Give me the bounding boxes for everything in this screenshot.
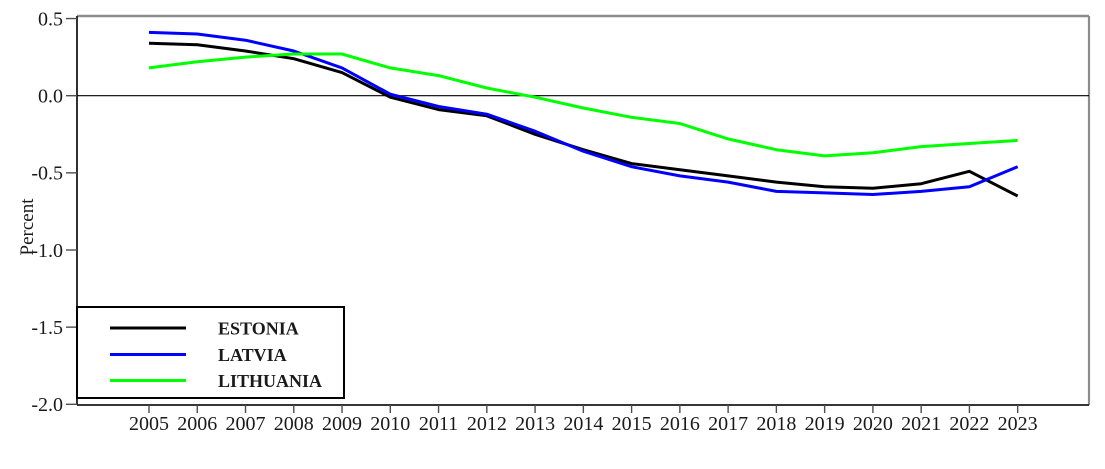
y-axis-tick-label: -1.5 — [31, 317, 63, 339]
x-axis-tick-label: 2016 — [660, 413, 700, 435]
x-axis-tick-label: 2022 — [949, 413, 989, 435]
y-axis-tick-label: -2.0 — [31, 394, 63, 416]
y-axis-tick-label: 0.0 — [38, 86, 63, 108]
x-axis-tick-label: 2020 — [853, 413, 893, 435]
x-axis-tick-label: 2023 — [998, 413, 1038, 435]
x-axis-tick-label: 2015 — [612, 413, 652, 435]
y-axis-tick-label: 0.5 — [38, 8, 63, 30]
x-axis-tick-label: 2011 — [419, 413, 458, 435]
x-axis-tick-label: 2021 — [901, 413, 941, 435]
legend-label-latvia: LATVIA — [218, 345, 287, 365]
y-axis-title: Percent — [17, 198, 38, 256]
series-line-lithuania — [148, 52, 1018, 158]
x-axis-tick-label: 2012 — [467, 413, 507, 435]
x-axis-tick-label: 2006 — [177, 413, 217, 435]
x-axis-tick-label: 2019 — [805, 413, 845, 435]
legend-label-estonia: ESTONIA — [218, 318, 299, 338]
series-line-latvia — [148, 30, 1019, 196]
x-axis-tick-label: 2017 — [708, 413, 748, 435]
x-axis-tick-label: 2013 — [515, 413, 555, 435]
x-axis-tick-label: 2005 — [129, 413, 169, 435]
y-axis-tick-label: -1.0 — [31, 240, 63, 262]
x-axis-tick-label: 2014 — [563, 413, 603, 435]
y-axis-tick-label: -0.5 — [31, 163, 63, 185]
x-axis-tick-label: 2008 — [274, 413, 314, 435]
legend-box — [76, 306, 345, 399]
series-line-estonia — [148, 41, 1019, 198]
legend-label-lithuania: LITHUANIA — [218, 371, 322, 391]
x-axis-tick-label: 2007 — [226, 413, 266, 435]
x-axis-tick-label: 2009 — [322, 413, 362, 435]
x-axis-tick-label: 2010 — [370, 413, 410, 435]
x-axis-tick-label: 2018 — [756, 413, 796, 435]
